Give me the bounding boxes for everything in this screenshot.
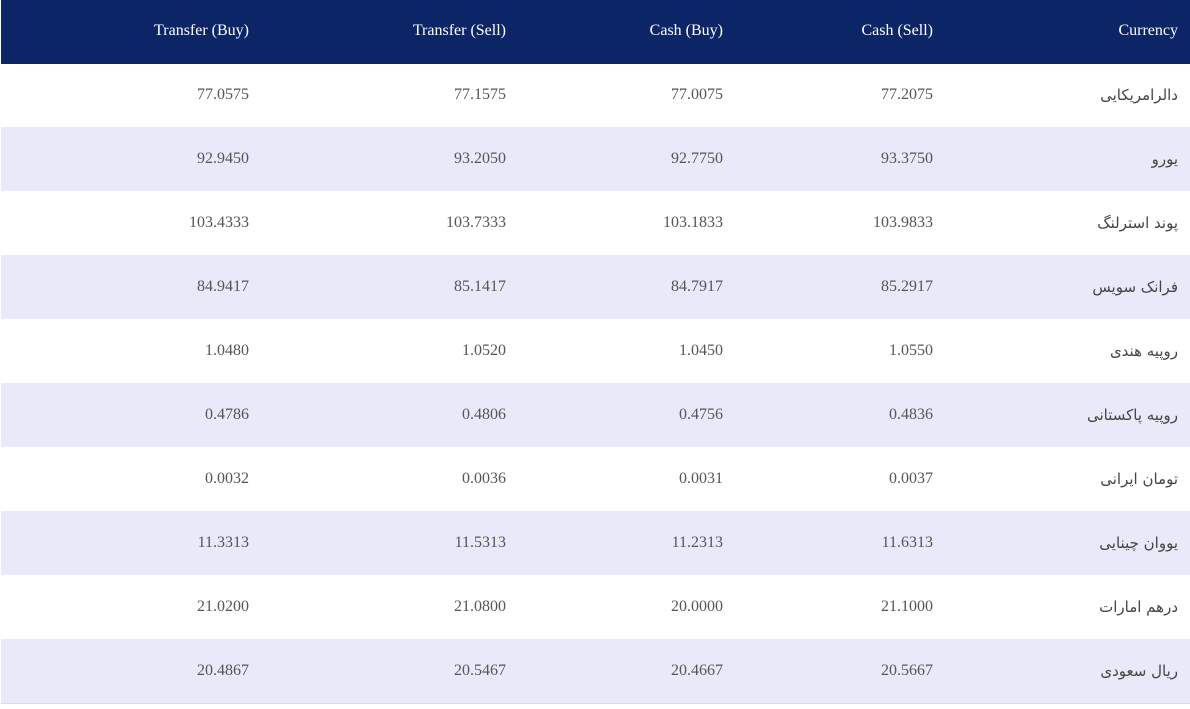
currency-label: فرانک سویس (1092, 278, 1178, 296)
cell-cash-sell: 0.4836 (889, 406, 933, 423)
currency-label: پوند استرلنگ (1097, 214, 1178, 232)
cell-cash-sell: 77.2075 (881, 86, 933, 104)
header-cash-sell: Cash (Sell) (735, 0, 945, 64)
cell-cash-sell: 1.0550 (889, 342, 933, 359)
cell-transfer-buy: 84.9417 (197, 278, 249, 295)
cell-currency: تومان ایرانی (945, 447, 1190, 511)
cell-cash-sell: 85.2917 (881, 278, 933, 295)
currency-label: یورو (1151, 150, 1178, 168)
table-row: 1.0480 1.0520 1.0450 1.0550 روپیه هندی (1, 319, 1190, 383)
header-row: Transfer (Buy) Transfer (Sell) Cash (Buy… (1, 0, 1190, 64)
cell-cash-sell: 103.9833 (873, 214, 933, 231)
cell-cash-buy: 92.7750 (671, 150, 723, 167)
cell-transfer-sell: 0.4806 (462, 406, 506, 423)
cell-cash-sell: 11.6313 (881, 534, 933, 551)
currency-label: دالرامریکایی (1100, 86, 1178, 105)
cell-transfer-sell: 21.0800 (454, 598, 506, 615)
header-transfer-sell: Transfer (Sell) (261, 0, 518, 64)
cell-transfer-buy: 0.4786 (205, 406, 249, 423)
cell-transfer-buy: 92.9450 (197, 150, 249, 167)
cell-transfer-sell: 20.5467 (454, 661, 506, 679)
cell-cash-buy: 84.7917 (671, 278, 723, 295)
cell-cash-buy: 0.0031 (679, 470, 723, 487)
cell-cash-sell: 0.0037 (889, 470, 933, 487)
cell-cash-buy: 103.1833 (663, 214, 723, 231)
cell-cash-sell: 20.5667 (881, 661, 933, 679)
table-row: 20.4867 20.5467 20.4667 20.5667 ریال سعو… (1, 639, 1190, 703)
cell-transfer-buy: 103.4333 (189, 214, 249, 231)
table-row: 103.4333 103.7333 103.1833 103.9833 پوند… (1, 191, 1190, 255)
cell-transfer-buy: 77.0575 (197, 86, 249, 104)
cell-currency: درهم امارات (945, 575, 1190, 639)
currency-label: روپیه هندی (1109, 342, 1178, 360)
cell-transfer-sell: 1.0520 (462, 342, 506, 359)
header-transfer-buy: Transfer (Buy) (1, 0, 261, 64)
cell-transfer-sell: 93.2050 (454, 150, 506, 167)
cell-transfer-buy: 0.0032 (205, 470, 249, 487)
currency-label: تومان ایرانی (1100, 470, 1178, 488)
table-row: 0.0032 0.0036 0.0031 0.0037 تومان ایرانی (1, 447, 1190, 511)
table-row: 77.0575 77.1575 77.0075 77.2075 دالرامری… (1, 63, 1190, 127)
cell-cash-sell: 21.1000 (881, 598, 933, 615)
cell-cash-buy: 20.0000 (671, 598, 723, 615)
cell-cash-buy: 77.0075 (671, 86, 723, 104)
table-row: 21.0200 21.0800 20.0000 21.1000 درهم اما… (1, 575, 1190, 639)
cell-currency: فرانک سویس (945, 255, 1190, 319)
cell-transfer-sell: 0.0036 (462, 470, 506, 487)
cell-transfer-buy: 11.3313 (197, 534, 249, 551)
cell-currency: روپیه پاکستانی (945, 383, 1190, 447)
cell-transfer-sell: 11.5313 (454, 534, 506, 551)
cell-transfer-sell: 103.7333 (446, 214, 506, 231)
table-row: 92.9450 93.2050 92.7750 93.3750 یورو (1, 127, 1190, 191)
cell-currency: یووان چینایی (945, 511, 1190, 575)
currency-label: درهم امارات (1099, 598, 1178, 616)
table-header: Transfer (Buy) Transfer (Sell) Cash (Buy… (1, 0, 1190, 64)
cell-transfer-buy: 21.0200 (197, 598, 249, 615)
cell-currency: پوند استرلنگ (945, 191, 1190, 255)
cell-transfer-sell: 85.1417 (454, 278, 506, 295)
cell-currency: یورو (945, 127, 1190, 191)
cell-cash-buy: 20.4667 (671, 661, 723, 679)
cell-transfer-buy: 1.0480 (205, 342, 249, 359)
header-currency: Currency (945, 0, 1190, 64)
cell-cash-buy: 1.0450 (679, 342, 723, 359)
currency-label: یووان چینایی (1099, 534, 1178, 552)
cell-currency: ریال سعودی (945, 639, 1190, 703)
table-row: 0.4786 0.4806 0.4756 0.4836 روپیه پاکستا… (1, 383, 1190, 447)
cell-cash-sell: 93.3750 (881, 150, 933, 167)
cell-cash-buy: 0.4756 (679, 406, 723, 423)
cell-cash-buy: 11.2313 (671, 534, 723, 551)
cell-transfer-sell: 77.1575 (454, 86, 506, 104)
table-body: 77.0575 77.1575 77.0075 77.2075 دالرامری… (1, 63, 1190, 703)
cell-transfer-buy: 20.4867 (197, 661, 249, 679)
cell-currency: روپیه هندی (945, 319, 1190, 383)
currency-label: ریال سعودی (1100, 661, 1178, 680)
cell-currency: دالرامریکایی (945, 63, 1190, 127)
currency-label: روپیه پاکستانی (1086, 406, 1178, 424)
header-cash-buy: Cash (Buy) (518, 0, 735, 64)
table-row: 84.9417 85.1417 84.7917 85.2917 فرانک سو… (1, 255, 1190, 319)
table-row: 11.3313 11.5313 11.2313 11.6313 یووان چی… (1, 511, 1190, 575)
